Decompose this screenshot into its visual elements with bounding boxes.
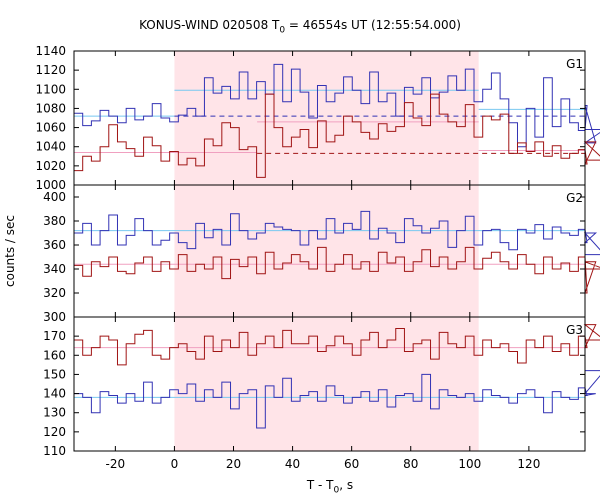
x-tick-label: 40 bbox=[285, 457, 300, 471]
x-axis-label: T - T0, s bbox=[0, 478, 600, 495]
panel-G1-ytick-label: 1140 bbox=[35, 44, 66, 58]
panel-G2-series-blue bbox=[74, 210, 600, 256]
x-tick-label: 20 bbox=[226, 457, 241, 471]
y-axis-label: counts / sec bbox=[3, 215, 17, 287]
panel-G1-ytick-label: 1020 bbox=[35, 159, 66, 173]
panel-G3-ytick-label: 130 bbox=[43, 406, 66, 420]
panel-G3-ytick-label: 170 bbox=[43, 329, 66, 343]
x-tick-label: 80 bbox=[403, 457, 418, 471]
panel-label-G2: G2 bbox=[566, 191, 583, 205]
panel-G3-series-red bbox=[74, 324, 600, 366]
x-tick-label: 120 bbox=[517, 457, 540, 471]
axes-frame-layer bbox=[73, 50, 586, 452]
axis-text-layer: 10001020104010601080110011201140G1300320… bbox=[3, 44, 583, 471]
x-tick-label: 60 bbox=[344, 457, 359, 471]
panel-G1-series-red bbox=[74, 93, 600, 178]
panel-G3-frame bbox=[73, 316, 586, 452]
chart-title: KONUS-WIND 020508 T0 = 46554s UT (12:55:… bbox=[0, 18, 600, 35]
x-axis-label-pre: T - T bbox=[306, 478, 334, 492]
panel-G3-ytick-label: 140 bbox=[43, 387, 66, 401]
panel-G3-series-blue bbox=[74, 370, 600, 429]
chart-title-post: = 46554s UT (12:55:54.000) bbox=[285, 18, 461, 32]
chart-title-pre: KONUS-WIND 020508 T bbox=[139, 18, 280, 32]
panel-G3-ytick-label: 120 bbox=[43, 425, 66, 439]
chart-title-sub: 0 bbox=[279, 25, 286, 36]
panel-G1-ytick-label: 1100 bbox=[35, 82, 66, 96]
x-axis-label-sub: 0 bbox=[333, 485, 340, 496]
panel-G2-ytick-label: 320 bbox=[43, 286, 66, 300]
panel-G1-ytick-label: 1120 bbox=[35, 63, 66, 77]
panel-label-G3: G3 bbox=[566, 323, 583, 337]
panel-label-G1: G1 bbox=[566, 57, 583, 71]
panel-G2-ytick-label: 400 bbox=[43, 190, 66, 204]
panel-G1-series-blue bbox=[74, 63, 600, 148]
panel-G2-ytick-label: 340 bbox=[43, 262, 66, 276]
panel-G2-ytick-label: 300 bbox=[43, 310, 66, 324]
panel-G3-ytick-label: 150 bbox=[43, 367, 66, 381]
x-tick-label: 0 bbox=[171, 457, 179, 471]
series-layer bbox=[74, 63, 600, 429]
fit-lines-layer bbox=[74, 89, 585, 398]
panel-G1-ytick-label: 1060 bbox=[35, 121, 66, 135]
panel-G3-ytick-label: 160 bbox=[43, 348, 66, 362]
panel-G1-ytick-label: 1080 bbox=[35, 101, 66, 115]
panel-G2-ytick-label: 360 bbox=[43, 238, 66, 252]
panel-G3-ytick-label: 110 bbox=[43, 444, 66, 458]
x-axis-label-post: , s bbox=[339, 478, 354, 492]
x-tick-label: 100 bbox=[458, 457, 481, 471]
panel-G1-ytick-label: 1000 bbox=[35, 178, 66, 192]
panel-G2-series-red bbox=[74, 246, 600, 294]
x-tick-label: -20 bbox=[106, 457, 126, 471]
panel-G2-ytick-label: 380 bbox=[43, 214, 66, 228]
panel-G1-ytick-label: 1040 bbox=[35, 140, 66, 154]
